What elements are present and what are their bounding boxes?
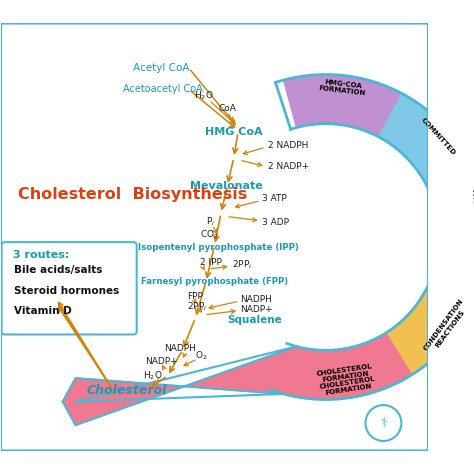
Text: FPP: FPP [187, 292, 202, 301]
Text: H$_2$O: H$_2$O [194, 90, 214, 102]
Text: 2PP$_i$: 2PP$_i$ [187, 300, 207, 312]
Text: CoA: CoA [219, 104, 236, 113]
Text: 3 routes:: 3 routes: [13, 250, 69, 260]
Text: 2 NADPH: 2 NADPH [268, 141, 308, 150]
Text: HMG CoA: HMG CoA [205, 127, 263, 137]
Text: Mevalonate: Mevalonate [190, 181, 263, 191]
Text: NADP+: NADP+ [240, 305, 273, 314]
Text: Acetyl CoA: Acetyl CoA [133, 63, 190, 73]
Text: CHOLESTEROL
FORMATION: CHOLESTEROL FORMATION [319, 375, 377, 397]
Text: 2 IPP: 2 IPP [200, 258, 221, 267]
Text: Bile acids/salts: Bile acids/salts [14, 265, 102, 275]
Text: HMG-COA
FORMATION: HMG-COA FORMATION [319, 78, 367, 96]
FancyBboxPatch shape [1, 242, 137, 335]
Text: Cholesterol: Cholesterol [87, 384, 167, 397]
Text: NADPH: NADPH [164, 344, 196, 353]
Text: 2PP$_i$: 2PP$_i$ [232, 258, 252, 271]
Text: Vitamin D: Vitamin D [14, 306, 71, 317]
Text: 3 ADP: 3 ADP [262, 218, 289, 227]
Polygon shape [63, 346, 296, 425]
Text: Acetoacetyl CoA: Acetoacetyl CoA [123, 84, 202, 94]
Wedge shape [386, 266, 474, 375]
Text: 3 ATP: 3 ATP [262, 194, 286, 203]
Text: Squalene: Squalene [228, 315, 282, 325]
Text: CO$_2$: CO$_2$ [200, 228, 219, 241]
Text: CHOLESTEROL
FORMATION: CHOLESTEROL FORMATION [316, 363, 374, 384]
Wedge shape [431, 176, 474, 279]
Text: Farnesyl pyrophosphate (FPP): Farnesyl pyrophosphate (FPP) [141, 277, 288, 286]
Text: CONDENSATION
REACTIONS: CONDENSATION REACTIONS [423, 298, 471, 356]
Text: 2 NADP+: 2 NADP+ [268, 162, 309, 171]
Text: O$_2$: O$_2$ [194, 349, 207, 362]
Text: NADPH: NADPH [240, 294, 272, 303]
Text: ⚕: ⚕ [380, 418, 387, 430]
Text: NADP+: NADP+ [145, 356, 177, 365]
Text: Cholesterol  Biosynthesis: Cholesterol Biosynthesis [18, 187, 247, 202]
Wedge shape [283, 333, 412, 400]
Text: Isopentenyl pyrophosphate (IPP): Isopentenyl pyrophosphate (IPP) [138, 243, 299, 252]
Text: P$_i$: P$_i$ [206, 216, 215, 228]
Text: COMMITTED: COMMITTED [419, 116, 456, 156]
Text: PHOSPHORYLATION: PHOSPHORYLATION [471, 189, 474, 266]
Wedge shape [379, 93, 474, 194]
Text: Steroid hormones: Steroid hormones [14, 286, 119, 296]
Text: H$_2$O: H$_2$O [143, 370, 162, 382]
Wedge shape [283, 74, 402, 137]
